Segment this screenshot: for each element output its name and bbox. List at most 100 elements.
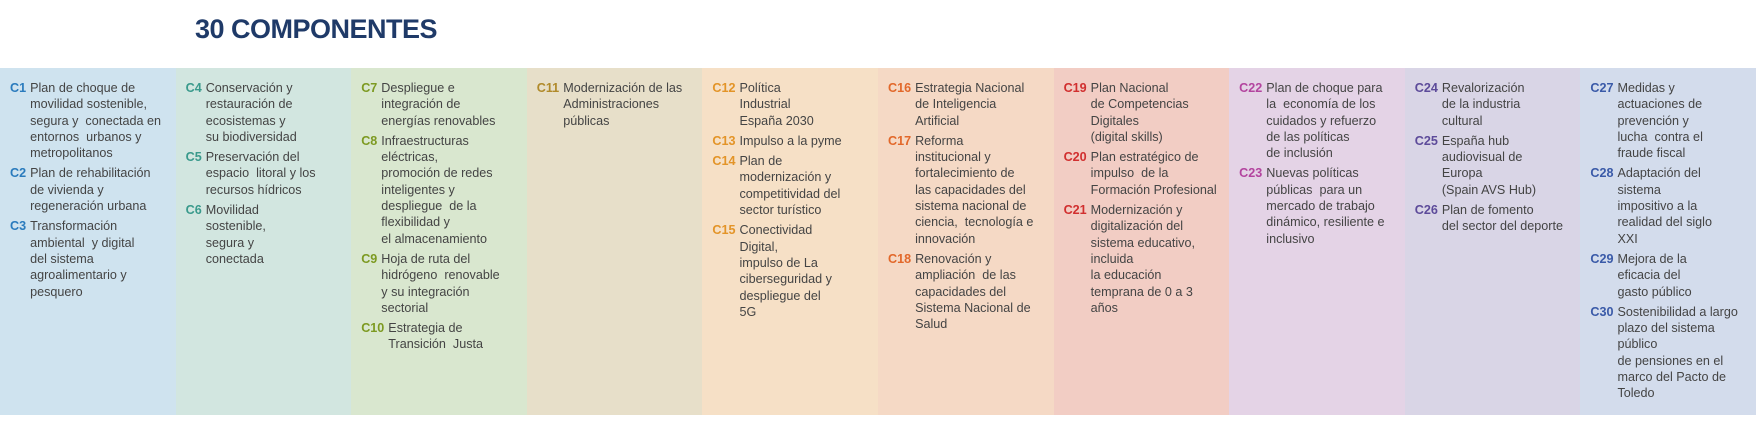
text-line: movilidad sostenible, <box>30 97 148 112</box>
text-line: Conectividad <box>739 223 813 238</box>
component: C29 Mejora de la eficacia del gasto público <box>1590 251 1752 300</box>
component-text: Nuevas políticas públicas para un mercado … <box>1266 165 1384 246</box>
text-line: institucional y <box>915 150 991 165</box>
text-line: espacio litoral y los <box>205 166 316 181</box>
column: C7 Despliegue e integración de energías ren… <box>351 68 527 415</box>
component-text: Estrategia Nacional de Inteligencia Artifi… <box>915 80 1024 129</box>
text-line: segura y <box>205 235 255 250</box>
component-text: Hoja de ruta del hidrógeno renovable y su … <box>381 251 499 316</box>
component: C19 Plan Nacional de Competencias Digitales… <box>1064 80 1226 145</box>
text-line: Plan de rehabilitación <box>30 166 151 181</box>
text-line: inteligentes y <box>381 182 455 197</box>
text-line: temprana de 0 a 3 <box>1090 284 1193 299</box>
text-line: Modernización de las <box>563 81 683 95</box>
text-line: regeneración urbana <box>30 199 147 214</box>
component: C4 Conservación y restauración de ecosistem… <box>186 80 348 145</box>
text-line: restauración de <box>205 97 293 112</box>
component-code: C18 <box>887 251 912 266</box>
text-line: Industrial <box>739 97 791 112</box>
text-line: Medidas y <box>1617 81 1675 95</box>
text-line: Infraestructuras <box>381 133 469 148</box>
component-text: España hub audiovisual de Europa (Spain AVS… <box>1442 133 1536 198</box>
text-line: capacidades del <box>915 284 1007 299</box>
component-code: C1 <box>10 81 27 95</box>
component-code: C11 <box>536 81 560 95</box>
text-line: pesquero <box>30 284 83 299</box>
component: C14 Plan de modernización y competitividad … <box>712 153 874 218</box>
component: C6 Movilidad sostenible, segura y conectada <box>186 202 348 267</box>
text-line: Plan de fomento <box>1441 203 1534 218</box>
text-line: Impulso a la pyme <box>739 133 842 148</box>
text-line: Movilidad <box>205 203 259 218</box>
text-line: de pensiones en el <box>1617 353 1724 368</box>
component-code: C14 <box>712 154 736 169</box>
text-line: Transformación <box>30 219 118 234</box>
component: C7 Despliegue e integración de energías ren… <box>361 80 523 129</box>
text-line: Plan de choque de <box>30 81 136 95</box>
text-line: cuidados y refuerzo <box>1266 113 1377 128</box>
text-line: dinámico, resiliente e <box>1266 215 1385 230</box>
component: C25 España hub audiovisual de Europa (Spain … <box>1415 133 1577 198</box>
text-line: su biodiversidad <box>205 129 297 144</box>
text-line: Plan de <box>739 154 783 169</box>
column: C22 Plan de choque para la economía de los… <box>1229 68 1405 415</box>
text-line: impulso de la <box>1090 166 1169 181</box>
component: C12 Política Industrial España 2030 <box>712 80 874 129</box>
text-line: Salud <box>915 317 948 332</box>
text-line: eléctricas, <box>381 150 438 165</box>
component-code: C17 <box>887 133 912 148</box>
text-line: despliegue del <box>739 288 821 303</box>
text-line: Mejora de la <box>1617 251 1687 266</box>
component: C10 Estrategia de Transición Justa <box>361 320 523 353</box>
text-line: de las políticas <box>1266 129 1350 144</box>
text-line: ciberseguridad y <box>739 272 832 287</box>
component-text: Mejora de la eficacia del gasto público <box>1617 251 1691 300</box>
text-line: entornos urbanos y <box>30 129 142 144</box>
text-line: Administraciones <box>563 97 660 112</box>
text-line: promoción de redes <box>381 166 493 181</box>
text-line: sistema educativo, <box>1090 235 1195 250</box>
text-line: integración de <box>381 97 461 112</box>
component-code: C29 <box>1590 251 1614 266</box>
text-line: inclusivo <box>1266 231 1315 246</box>
text-line: Hoja de ruta del <box>381 251 471 266</box>
text-line: sectorial <box>381 300 429 315</box>
text-line: de inclusión <box>1266 146 1333 161</box>
text-line: flexibilidad y <box>381 215 450 230</box>
text-line: Reforma <box>915 133 964 148</box>
component-code: C5 <box>185 150 202 165</box>
text-line: sector turístico <box>739 203 822 218</box>
column: C16 Estrategia Nacional de Inteligencia Art… <box>877 68 1054 415</box>
component-code: C13 <box>712 133 736 148</box>
text-line: el almacenamiento <box>381 231 488 246</box>
component-code: C12 <box>712 81 736 95</box>
component-code: C2 <box>10 166 27 181</box>
component-code: C15 <box>712 223 736 238</box>
component-text: Plan de rehabilitación de vivienda y regen… <box>30 165 150 214</box>
text-line: público <box>1617 337 1658 352</box>
component-code: C10 <box>361 321 385 336</box>
component-text: Política Industrial España 2030 <box>739 80 813 129</box>
text-line: Modernización y <box>1090 203 1183 218</box>
text-line: plazo del sistema <box>1617 321 1715 336</box>
text-line: de la industria <box>1441 97 1521 112</box>
text-line: digitalización del <box>1090 219 1184 234</box>
component-code: C19 <box>1063 81 1087 95</box>
text-line: Adaptación del <box>1617 166 1701 181</box>
text-line: Artificial <box>915 113 960 128</box>
text-line: impositivo a la <box>1617 199 1698 214</box>
title: 30 COMPONENTES <box>195 14 438 44</box>
component: C23 Nuevas políticas públicas para un merca… <box>1239 165 1401 246</box>
component-text: Conectividad Digital, impulso de La ciberse… <box>739 222 831 320</box>
text-line: sostenible, <box>205 219 266 234</box>
text-line: Política <box>739 81 781 95</box>
text-line: audiovisual de <box>1441 150 1523 165</box>
text-line: lucha contra el <box>1617 129 1703 144</box>
component: C21 Modernización y digitalización del sist… <box>1064 202 1226 316</box>
component-text: Reforma institucional y fortalecimiento de… <box>915 133 1033 247</box>
text-line: prevención y <box>1617 113 1689 128</box>
text-line: Toledo <box>1617 386 1655 401</box>
component-code: C25 <box>1414 133 1438 148</box>
component-code: C16 <box>887 81 912 95</box>
